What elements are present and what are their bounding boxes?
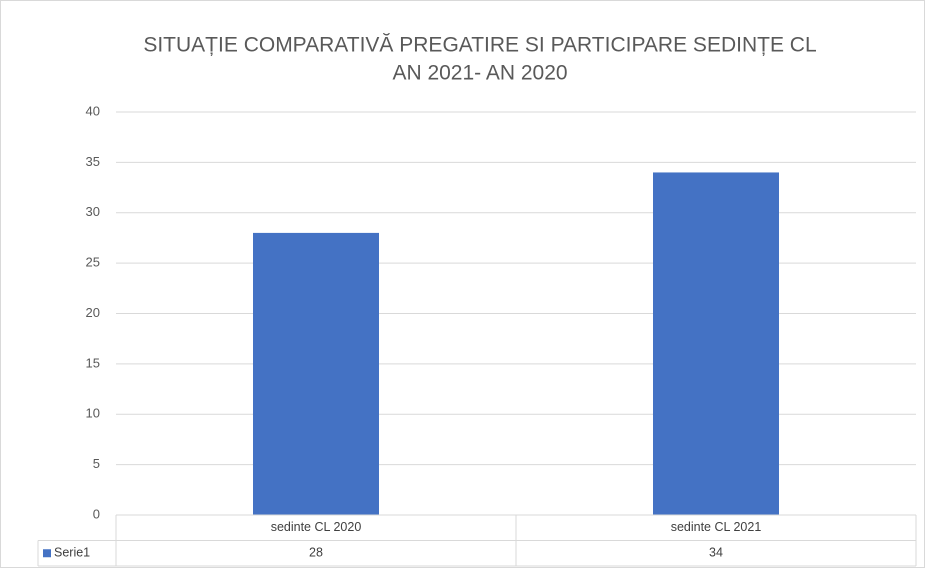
y-tick-label: 35 bbox=[86, 154, 100, 169]
chart-subtitle: AN 2021- AN 2020 bbox=[392, 62, 567, 85]
legend-swatch bbox=[43, 549, 51, 558]
y-tick-label: 5 bbox=[93, 456, 100, 471]
y-tick-label: 25 bbox=[86, 255, 100, 270]
x-tick-label: sedinte CL 2021 bbox=[671, 520, 762, 534]
bar bbox=[653, 172, 779, 515]
y-tick-label: 20 bbox=[86, 305, 100, 320]
y-tick-label: 30 bbox=[86, 204, 100, 219]
legend-label: Serie1 bbox=[54, 546, 90, 560]
chart-title: SITUAȚIE COMPARATIVĂ PREGATIRE SI PARTIC… bbox=[143, 34, 816, 57]
data-table-value: 28 bbox=[309, 546, 323, 560]
data-table-value: 34 bbox=[709, 546, 723, 560]
bar bbox=[253, 232, 379, 515]
y-tick-label: 0 bbox=[93, 506, 100, 521]
y-tick-label: 40 bbox=[86, 103, 100, 118]
y-tick-label: 15 bbox=[86, 355, 100, 370]
y-tick-label: 10 bbox=[86, 406, 100, 421]
x-tick-label: sedinte CL 2020 bbox=[271, 520, 362, 534]
